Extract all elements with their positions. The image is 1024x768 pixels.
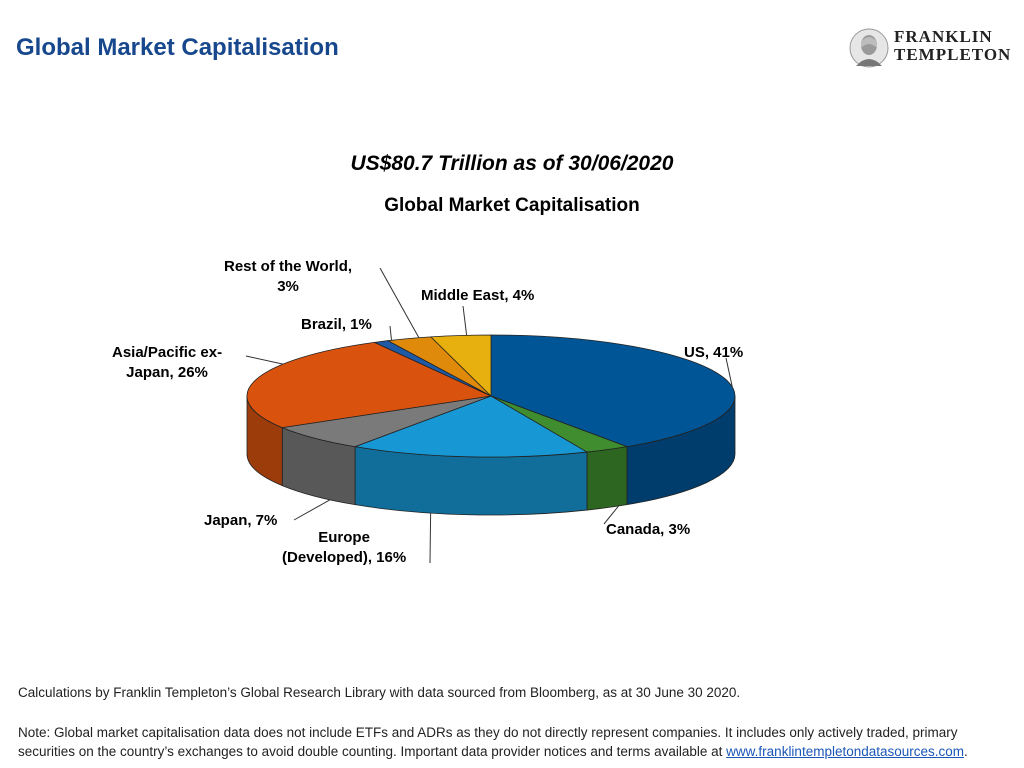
leader-line-us [725, 357, 733, 387]
franklin-templeton-logo: FRANKLIN TEMPLETON [848, 28, 1018, 70]
logo-line-2: TEMPLETON [894, 45, 1012, 64]
page-title: Global Market Capitalisation [16, 34, 339, 61]
slice-side-canada [586, 446, 628, 511]
slice-middle-east [429, 334, 492, 397]
franklin-portrait-icon [849, 28, 889, 68]
leader-line-canada [603, 505, 619, 525]
logo-text: FRANKLIN TEMPLETON [894, 28, 1011, 64]
slice-us [490, 334, 736, 448]
label-rest-of-world-line-2: 3% [277, 278, 299, 295]
label-europe: Europe (Developed), 16% [282, 528, 406, 568]
leader-line-brazil [389, 325, 393, 341]
slice-japan [280, 395, 492, 448]
datasources-link[interactable]: www.franklintempletondatasources.com [726, 744, 965, 759]
leader-line-middle-east [462, 305, 468, 336]
slice-asia-pacific-ex-japan [246, 341, 493, 429]
label-canada: Canada, 3% [606, 521, 691, 538]
label-japan: Japan, 7% [204, 512, 278, 529]
label-rest-of-world-line-1: Rest of the World, [224, 258, 353, 275]
label-rest-of-world: Rest of the World, 3% [224, 257, 352, 297]
slice-europe-developed [353, 395, 589, 458]
label-europe-line-1: Europe [318, 529, 370, 546]
label-middle-east: Middle East, 4% [421, 287, 535, 304]
label-asia-pacific: Asia/Pacific ex- Japan, 26% [112, 343, 222, 383]
footnote-text: Note: Global market capitalisation data … [18, 725, 958, 759]
logo-line-1: FRANKLIN [894, 27, 993, 46]
label-europe-line-2: (Developed), 16% [282, 549, 407, 566]
leader-line-rest-of-world [379, 267, 420, 338]
label-us: US, 41% [684, 344, 744, 361]
footnote-end: . [964, 744, 968, 759]
footnote: Note: Global market capitalisation data … [18, 723, 978, 761]
leader-line-asia-pacific [245, 355, 284, 365]
source-note: Calculations by Franklin Templeton’s Glo… [18, 685, 741, 700]
leader-line-europe [429, 513, 432, 564]
label-asia-pacific-line-2: Japan, 26% [126, 364, 208, 381]
label-brazil: Brazil, 1% [301, 316, 372, 333]
chart-subtitle: US$80.7 Trillion as of 30/06/2020 [350, 152, 674, 175]
leader-line-japan [293, 499, 331, 521]
label-asia-pacific-line-1: Asia/Pacific ex- [112, 344, 223, 361]
chart-title: Global Market Capitalisation [384, 195, 640, 216]
